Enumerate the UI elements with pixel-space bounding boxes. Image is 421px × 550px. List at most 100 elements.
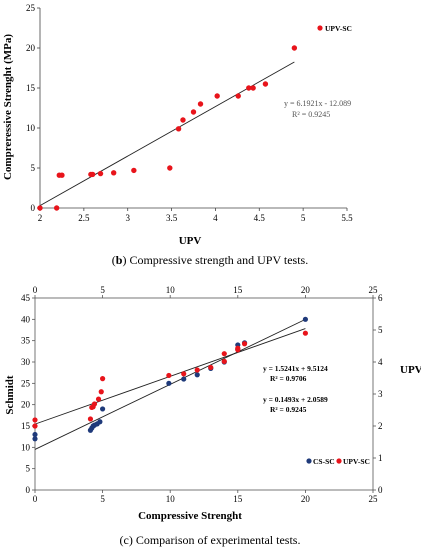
chart-b-y-tick-label: 20 bbox=[26, 43, 36, 53]
chart-c-y-axis-label: Schmidt bbox=[4, 375, 16, 414]
chart-c-points bbox=[32, 316, 308, 442]
chart-c-point-upv bbox=[221, 351, 227, 357]
chart-c-y-tick-label: 45 bbox=[21, 293, 31, 303]
chart-b-legend-marker bbox=[317, 25, 323, 31]
chart-c-caption: (c) Comparison of experimental tests. bbox=[120, 533, 301, 547]
chart-c-point-upv bbox=[181, 371, 187, 377]
chart-c-x-axis-label: Compressive Strenght bbox=[138, 510, 242, 522]
chart-b-x-axis-label: UPV bbox=[179, 235, 202, 247]
chart-b-point bbox=[246, 85, 252, 91]
chart-c-point-upv bbox=[235, 345, 241, 351]
chart-c-point-upv bbox=[32, 423, 38, 429]
chart-b-x-tick-label: 5 bbox=[301, 213, 306, 223]
chart-c-y2-tick-label: 1 bbox=[378, 453, 383, 463]
chart-b-legend-label: UPV-SC bbox=[325, 24, 352, 33]
chart-c-point-cs bbox=[32, 431, 38, 438]
chart-c-y-tick-label: 20 bbox=[21, 400, 31, 410]
chart-b-point bbox=[53, 205, 60, 211]
chart-b-y-tick-label: 0 bbox=[31, 203, 36, 213]
chart-c-point-upv bbox=[98, 389, 104, 395]
chart-c-point-upv bbox=[166, 372, 172, 379]
chart-b-point bbox=[175, 126, 182, 132]
chart-c-legend-label-cs: CS-SC bbox=[313, 457, 335, 466]
chart-b-y-tick-label: 5 bbox=[31, 163, 36, 173]
chart-c-x-top-tick-label: 10 bbox=[166, 285, 176, 295]
chart-c-point-cs bbox=[166, 380, 172, 386]
chart-c-x-tick-label: 5 bbox=[100, 494, 105, 504]
chart-c-x-top-tick-label: 25 bbox=[369, 285, 379, 295]
chart-compressive-vs-upv: 2 2.5 3 3.5 4 4.5 5 5.5 0 5 10 15 20 25 UPV Comprere… bbox=[2, 3, 353, 267]
chart-c-y2-tick-labels: 0 1 2 3 4 5 6 bbox=[378, 293, 383, 495]
chart-b-y-tick-label: 15 bbox=[26, 83, 36, 93]
chart-c-x-tick-labels: 0 5 10 15 20 25 bbox=[33, 494, 378, 504]
chart-b-point bbox=[180, 117, 186, 123]
chart-c-x-tick-label: 15 bbox=[233, 494, 243, 504]
chart-b-trendline bbox=[39, 61, 295, 207]
chart-c-point-upv bbox=[91, 401, 98, 407]
chart-b-y-tick-labels: 0 5 10 15 20 25 bbox=[26, 3, 36, 213]
chart-c-y2-tick-label: 4 bbox=[378, 357, 383, 367]
chart-b-point bbox=[262, 81, 269, 87]
chart-c-x-tick-label: 10 bbox=[166, 494, 176, 504]
chart-b-x-tick-label: 3.5 bbox=[166, 213, 178, 223]
chart-b-point bbox=[59, 172, 65, 178]
chart-c-trend-equation-2: y = 0.1493x + 2.0589 bbox=[263, 395, 328, 404]
chart-b-point bbox=[214, 93, 220, 99]
chart-b-x-tick-label: 2.5 bbox=[78, 213, 90, 223]
chart-c-point-cs bbox=[302, 316, 308, 322]
chart-c-y-tick-label: 30 bbox=[21, 357, 31, 367]
chart-c-x-tick-label: 20 bbox=[301, 494, 311, 504]
chart-c-point-upv bbox=[241, 341, 248, 347]
chart-c-point-upv bbox=[194, 367, 200, 373]
chart-c-y-tick-label: 10 bbox=[21, 442, 31, 452]
chart-c-y-tick-label: 35 bbox=[21, 336, 31, 346]
chart-c-x-tick-label: 25 bbox=[369, 494, 379, 504]
chart-c-point-cs bbox=[32, 436, 38, 442]
chart-c-x-top-tick-label: 15 bbox=[233, 285, 243, 295]
chart-b-point bbox=[250, 85, 256, 91]
chart-c-point-upv bbox=[221, 358, 227, 364]
chart-c-x-top-tick-label: 5 bbox=[100, 285, 105, 295]
chart-b-trend-r2: R² = 0.9245 bbox=[292, 110, 330, 119]
chart-c-point-upv bbox=[32, 417, 38, 423]
chart-c-legend-marker-cs bbox=[306, 458, 312, 464]
chart-c-point-upv bbox=[208, 364, 214, 371]
chart-b-y-tick-label: 25 bbox=[26, 3, 36, 13]
chart-b-point bbox=[110, 170, 117, 176]
chart-c-y-tick-label: 40 bbox=[21, 314, 31, 324]
chart-b-point bbox=[197, 101, 204, 107]
chart-b-y-tick-label: 10 bbox=[26, 123, 36, 133]
chart-c-trend-r2-2: R² = 0.9245 bbox=[270, 405, 307, 414]
chart-b-x-tick-label: 5.5 bbox=[341, 213, 353, 223]
chart-c-point-upv bbox=[95, 396, 102, 402]
chart-b-axes bbox=[37, 7, 348, 211]
chart-c-trend-equation-1: y = 1.5241x + 9.5124 bbox=[263, 364, 328, 373]
chart-c-y-tick-label: 5 bbox=[26, 464, 31, 474]
chart-b-point bbox=[131, 167, 137, 174]
chart-c-point-cs bbox=[181, 376, 187, 382]
chart-b-point bbox=[235, 93, 241, 99]
chart-c-y-tick-labels: 0 5 10 15 20 25 30 35 40 45 bbox=[21, 293, 31, 495]
chart-c-point-upv bbox=[302, 330, 308, 336]
chart-c-y2-tick-label: 5 bbox=[378, 325, 383, 335]
chart-c-y2-axis-label: UPV bbox=[400, 364, 421, 376]
chart-c-legend-label-upv: UPV-SC bbox=[343, 457, 370, 466]
chart-b-trend-equation: y = 6.1921x - 12.089 bbox=[284, 99, 351, 108]
chart-c-y-tick-label: 25 bbox=[21, 378, 31, 388]
chart-b-y-axis-label: Compreressive Strenght (MPa) bbox=[2, 34, 14, 180]
chart-c-y-tick-label: 15 bbox=[21, 421, 31, 431]
chart-b-x-tick-label: 4.5 bbox=[254, 213, 266, 223]
chart-b-points bbox=[37, 45, 298, 211]
chart-b-trendline-line bbox=[39, 61, 295, 207]
chart-c-y2-tick-label: 3 bbox=[378, 389, 383, 399]
chart-b-point bbox=[190, 109, 197, 115]
chart-comparison-experimental: 0 5 10 15 20 25 0 5 10 15 20 25 051015202530354045… bbox=[4, 285, 421, 547]
chart-b-x-tick-labels: 2 2.5 3 3.5 4 4.5 5 5.5 bbox=[38, 213, 353, 223]
chart-c-y-tick-label: 0 bbox=[26, 485, 31, 495]
chart-b-x-tick-label: 2 bbox=[38, 213, 43, 223]
chart-c-y2-tick-label: 2 bbox=[378, 421, 383, 431]
chart-b-x-tick-label: 4 bbox=[213, 213, 218, 223]
chart-b-x-tick-label: 3 bbox=[125, 213, 130, 223]
chart-c-x-top-tick-labels: 0 5 10 15 20 25 bbox=[33, 285, 378, 295]
